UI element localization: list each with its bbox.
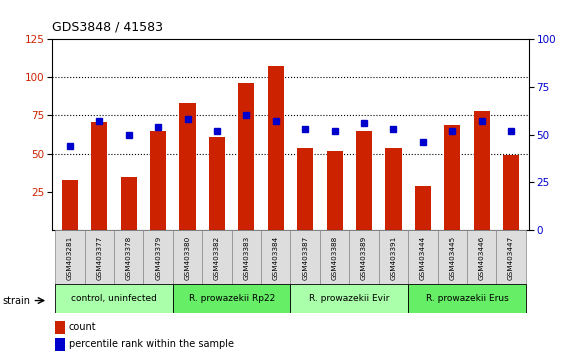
Text: R. prowazekii Evir: R. prowazekii Evir	[309, 294, 389, 303]
Bar	[503, 155, 519, 230]
Bar	[320, 230, 349, 285]
Text: count: count	[69, 322, 96, 332]
Bar	[467, 230, 496, 285]
Text: strain: strain	[3, 296, 31, 306]
Bar	[379, 230, 408, 285]
Bar	[238, 83, 254, 230]
Text: percentile rank within the sample: percentile rank within the sample	[69, 339, 234, 349]
Text: GSM403447: GSM403447	[508, 235, 514, 280]
Bar	[85, 230, 114, 285]
Bar	[114, 230, 144, 285]
Text: R. prowazekii Rp22: R. prowazekii Rp22	[189, 294, 275, 303]
Bar	[180, 103, 196, 230]
Bar	[55, 284, 173, 313]
Bar	[297, 148, 313, 230]
Bar	[202, 230, 232, 285]
Bar	[55, 321, 65, 334]
Bar	[55, 338, 65, 350]
Text: GSM403380: GSM403380	[185, 235, 191, 280]
Bar	[121, 177, 137, 230]
Text: GSM403377: GSM403377	[96, 235, 102, 280]
Bar	[209, 137, 225, 230]
Bar	[474, 111, 490, 230]
Bar	[150, 131, 166, 230]
Bar	[290, 230, 320, 285]
Bar	[385, 148, 401, 230]
Bar	[62, 179, 78, 230]
Text: GSM403383: GSM403383	[243, 235, 249, 280]
Text: GSM403446: GSM403446	[479, 235, 485, 280]
Text: control, uninfected: control, uninfected	[71, 294, 157, 303]
Bar	[415, 186, 431, 230]
Bar	[261, 230, 290, 285]
Bar	[268, 67, 284, 230]
Bar	[144, 230, 173, 285]
Bar	[290, 284, 408, 313]
Bar	[408, 230, 437, 285]
Text: GDS3848 / 41583: GDS3848 / 41583	[52, 21, 163, 34]
Text: GSM403281: GSM403281	[67, 235, 73, 280]
Text: GSM403384: GSM403384	[273, 235, 279, 280]
Bar	[496, 230, 526, 285]
Bar	[327, 150, 343, 230]
Bar	[356, 131, 372, 230]
Bar	[444, 125, 460, 230]
Bar	[55, 230, 85, 285]
Text: GSM403387: GSM403387	[302, 235, 308, 280]
Text: GSM403378: GSM403378	[125, 235, 132, 280]
Bar	[232, 230, 261, 285]
Bar	[408, 284, 526, 313]
Text: R. prowazekii Erus: R. prowazekii Erus	[425, 294, 508, 303]
Bar	[173, 284, 290, 313]
Text: GSM403444: GSM403444	[420, 235, 426, 280]
Text: GSM403382: GSM403382	[214, 235, 220, 280]
Text: GSM403389: GSM403389	[361, 235, 367, 280]
Text: GSM403391: GSM403391	[390, 235, 396, 280]
Bar	[437, 230, 467, 285]
Text: GSM403445: GSM403445	[449, 235, 456, 280]
Bar	[349, 230, 379, 285]
Text: GSM403388: GSM403388	[332, 235, 338, 280]
Bar	[173, 230, 202, 285]
Bar	[91, 121, 107, 230]
Text: GSM403379: GSM403379	[155, 235, 161, 280]
